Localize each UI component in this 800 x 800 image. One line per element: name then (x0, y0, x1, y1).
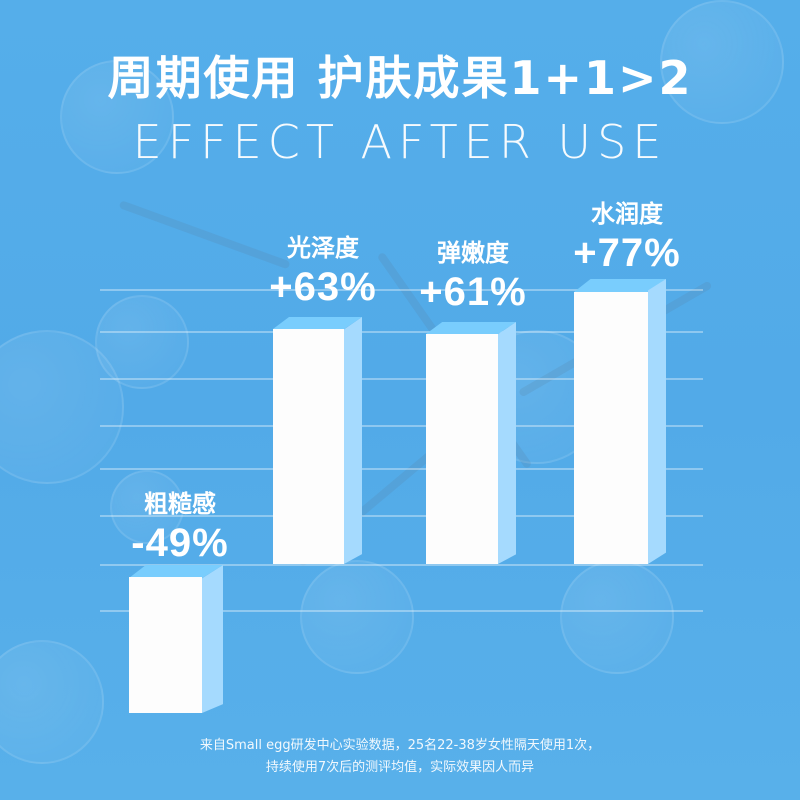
bar-moisture (574, 279, 666, 564)
bar-value: +63% (269, 265, 377, 309)
footnote-line-2: 持续使用7次后的测评均值，实际效果因人而异 (265, 760, 535, 775)
gridline (100, 468, 703, 470)
label-gloss: 光泽度 +63% (243, 228, 403, 310)
gridline (100, 564, 703, 566)
bar-name: 光泽度 (287, 234, 359, 262)
footnote-line-1: 来自Small egg研发中心实验数据，25名22-38岁女性隔天使用1次， (199, 738, 601, 753)
bar-value: +61% (419, 270, 527, 314)
footnote: 来自Small egg研发中心实验数据，25名22-38岁女性隔天使用1次， 持… (0, 735, 800, 779)
bar-name: 弹嫩度 (437, 239, 509, 267)
bar-value: -49% (131, 521, 229, 565)
bar-value: +77% (573, 231, 681, 275)
gridline (100, 515, 703, 517)
gridline (100, 425, 703, 427)
bar-name: 粗糙感 (144, 490, 216, 518)
bar-gloss (273, 317, 362, 564)
gridline (100, 331, 703, 333)
label-roughness: 粗糙感 -49% (100, 484, 260, 566)
bar-elasticity (426, 322, 516, 564)
page-title: 周期使用 护肤成果1+1>2 (107, 51, 693, 105)
bar-roughness (129, 565, 223, 713)
gridline (100, 289, 703, 291)
gridline (100, 378, 703, 380)
label-moisture: 水润度 +77% (547, 194, 707, 276)
label-elasticity: 弹嫩度 +61% (393, 233, 553, 315)
gridline (100, 610, 703, 612)
page-subtitle: EFFECT AFTER USE (132, 115, 668, 169)
bar-name: 水润度 (591, 200, 663, 228)
